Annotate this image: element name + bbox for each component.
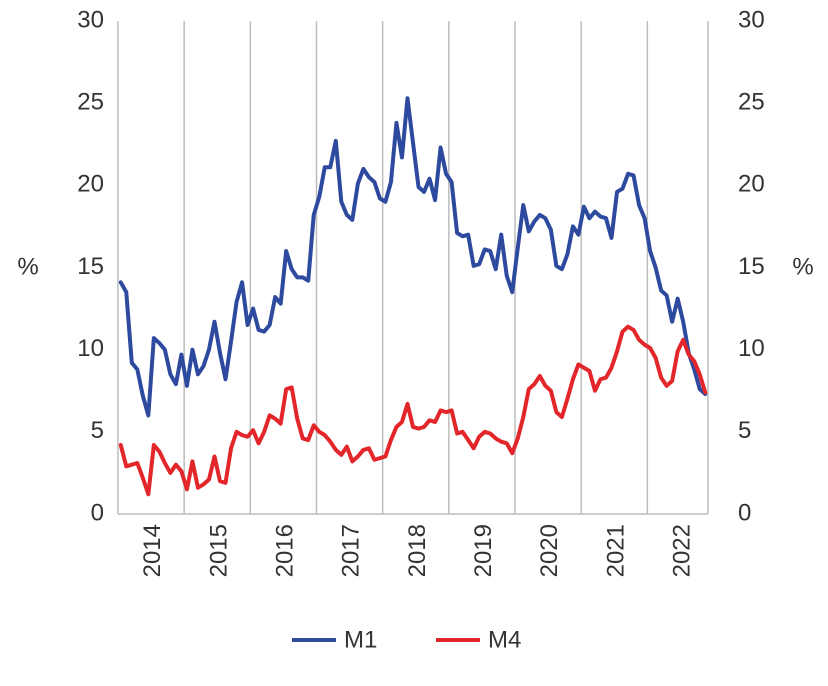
x-tick-label: 2021 (602, 524, 629, 577)
legend-label: M4 (488, 626, 521, 653)
y2-tick-label: 5 (738, 417, 751, 444)
y-axis-label: % (17, 253, 38, 280)
x-tick-label: 2017 (338, 524, 365, 577)
x-tick-label: 2016 (272, 524, 299, 577)
y-tick-label: 25 (77, 89, 104, 116)
y2-tick-label: 15 (738, 253, 765, 280)
y-tick-label: 20 (77, 171, 104, 198)
y2-tick-label: 0 (738, 499, 751, 526)
data-line (118, 96, 708, 418)
x-tick-label: 2014 (139, 524, 166, 577)
y-tick-label: 10 (77, 335, 104, 362)
y-tick-label: 5 (91, 417, 104, 444)
x-tick-label: 2015 (205, 524, 232, 577)
x-tick-label: 2018 (404, 524, 431, 577)
y-tick-label: 0 (91, 499, 104, 526)
x-tick-label: 2019 (470, 524, 497, 577)
y2-tick-label: 20 (738, 171, 765, 198)
y-tick-label: 30 (77, 6, 104, 33)
y2-tick-label: 30 (738, 6, 765, 33)
legend-label: M1 (344, 626, 377, 653)
y2-tick-label: 10 (738, 335, 765, 362)
x-tick-label: 2020 (536, 524, 563, 577)
y2-tick-label: 25 (738, 89, 765, 116)
y-tick-label: 15 (77, 253, 104, 280)
y2-axis-label: % (792, 253, 813, 280)
x-tick-label: 2022 (669, 524, 696, 577)
data-line (118, 324, 708, 497)
